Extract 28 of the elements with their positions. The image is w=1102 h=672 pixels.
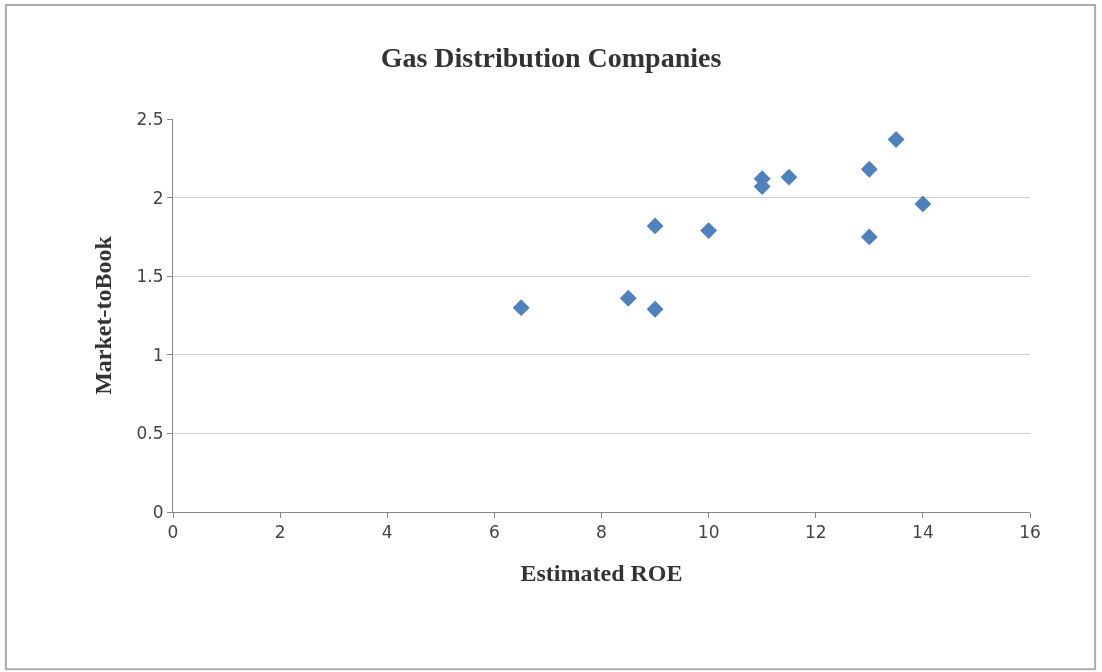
x-tick-label: 14 bbox=[912, 522, 934, 543]
x-tick-label: 0 bbox=[167, 522, 179, 543]
point bbox=[780, 168, 798, 186]
point bbox=[646, 217, 664, 235]
chart-title: Gas Distribution Companies bbox=[380, 41, 722, 73]
x-axis-title: Estimated ROE bbox=[520, 559, 683, 586]
y-tick-label: 2 bbox=[152, 187, 164, 208]
x-tick-label: 10 bbox=[697, 522, 720, 543]
y-tick-label: 2.5 bbox=[136, 108, 164, 129]
y-tick-label: 1.5 bbox=[136, 266, 164, 287]
y-tick-label: 1 bbox=[152, 344, 164, 365]
x-tick-label: 4 bbox=[381, 522, 393, 543]
point bbox=[860, 160, 878, 178]
x-tick-label: 16 bbox=[1019, 522, 1041, 543]
point bbox=[700, 222, 718, 240]
y-tick-label: 0 bbox=[152, 501, 164, 522]
point bbox=[860, 228, 878, 246]
point bbox=[512, 299, 530, 317]
y-axis-title: Market-toBook bbox=[89, 235, 116, 395]
x-tick-label: 6 bbox=[488, 522, 500, 543]
y-tick-label: 0.5 bbox=[136, 423, 164, 444]
point bbox=[619, 289, 637, 307]
x-tick-label: 8 bbox=[596, 522, 607, 543]
x-tick-label: 2 bbox=[274, 522, 286, 543]
point bbox=[646, 300, 664, 318]
point bbox=[914, 195, 932, 213]
point bbox=[887, 130, 905, 148]
x-tick-label: 12 bbox=[804, 522, 827, 543]
